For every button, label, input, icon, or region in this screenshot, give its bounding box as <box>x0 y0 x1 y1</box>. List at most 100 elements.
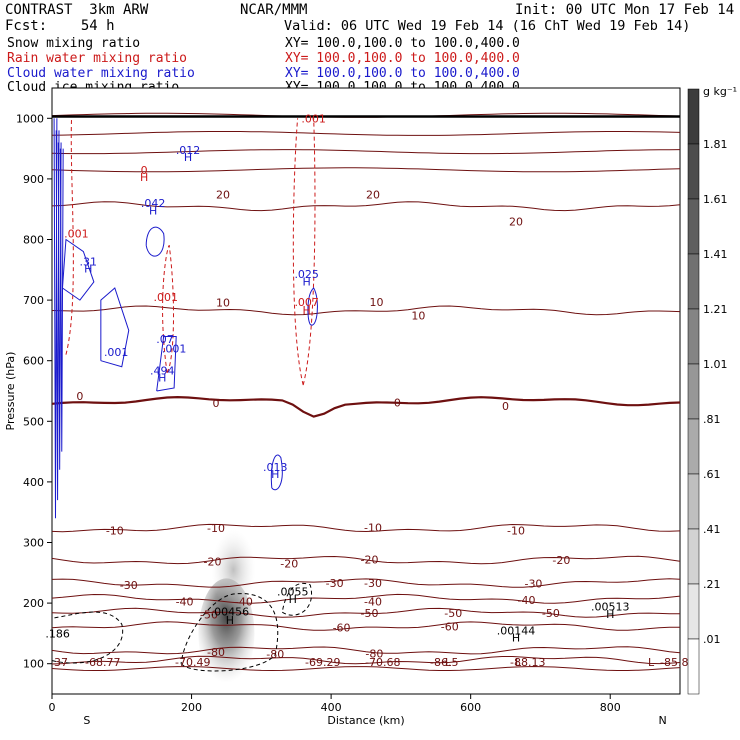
extremum-label-27: .001 <box>64 227 89 240</box>
contour-label-5: -50 <box>200 609 218 622</box>
center-name: NCAR/MMM <box>240 2 308 18</box>
y-tick-label-100: 100 <box>23 658 44 671</box>
colorbar-swatch-0 <box>687 88 700 145</box>
contour-label-16: -30 <box>524 578 542 591</box>
extremum-label-12: .494 <box>150 364 175 377</box>
colorbar-label-1: 1.61 <box>703 193 728 206</box>
contour-label-2: -80 <box>365 647 383 660</box>
top-label-3: -69.29 <box>305 656 340 669</box>
contour-line--30 <box>52 578 680 588</box>
top-label-1: -68.77 <box>85 656 120 669</box>
colorbar-label-7: .41 <box>703 523 721 536</box>
colorbar-swatch-8 <box>687 528 700 585</box>
field-snow-xy: XY= 100.0,100.0 to 100.0,400.0 <box>285 36 520 51</box>
extremum-label-4: H <box>512 632 520 645</box>
extremum-label-13: .07 <box>156 333 174 346</box>
contour-line--70 <box>52 655 680 665</box>
contour-label-28: 0 <box>502 400 509 413</box>
contour-label-8: -50 <box>542 607 560 620</box>
colorbar-swatch-10 <box>687 638 700 695</box>
colorbar-swatch-6 <box>687 418 700 475</box>
forecast-hour: Fcst: 54 h <box>5 18 115 34</box>
contour-label-24: -10 <box>507 524 525 537</box>
cloud-water-contour-left2 <box>100 287 130 368</box>
cloud-water-contour-left <box>61 238 95 301</box>
contour-label-3: -60 <box>333 621 351 634</box>
y-tick-label-1000: 1000 <box>16 112 44 125</box>
contour-label-23: -10 <box>364 521 382 534</box>
extremum-label-17: .31 <box>80 255 98 268</box>
extremum-label-7: .00513 <box>591 601 630 614</box>
cloud-water-contour-upper <box>270 454 283 491</box>
extremum-label-8: .186 <box>45 627 70 640</box>
contour-label-30: 10 <box>369 296 383 309</box>
y-axis-label: Pressure (hPa) <box>4 352 17 431</box>
extremum-label-16: H <box>84 263 92 276</box>
x-tick-label-400: 400 <box>321 701 342 714</box>
colorbar-swatch-1 <box>687 143 700 200</box>
extremum-label-1: .00456 <box>211 606 250 619</box>
top-label-5: L <box>445 656 452 669</box>
extremum-label-30: 0 <box>141 164 148 177</box>
contour-line--10 <box>52 523 680 533</box>
x-tick-label-800: 800 <box>600 701 621 714</box>
field-rain-label: Rain water mixing ratio <box>7 51 188 66</box>
colorbar-label-0: 1.81 <box>703 138 728 151</box>
top-label-7: L <box>648 656 655 669</box>
y-tick-label-200: 200 <box>23 597 44 610</box>
contour-label-22: -10 <box>207 522 225 535</box>
cloud-water-spike-3 <box>59 148 64 452</box>
valid-time: Valid: 06 UTC Wed 19 Feb 14 (16 ChT Wed … <box>284 18 691 34</box>
top-label-8: -86.5 <box>430 656 458 669</box>
extremum-label-21: .012 <box>176 144 201 157</box>
extremum-label-19: .042 <box>141 197 166 210</box>
y-tick-label-800: 800 <box>23 234 44 247</box>
contour-label-25: 0 <box>76 390 83 403</box>
contour-line--80 <box>52 646 680 655</box>
extremum-label-9: H <box>271 468 279 481</box>
cloud-ice-contour-main <box>180 593 279 672</box>
colorbar-swatch-4 <box>687 308 700 365</box>
rain-contour-edge <box>65 118 74 355</box>
colorbar-label-6: .61 <box>703 468 721 481</box>
cloud-water-contour-right <box>307 287 318 326</box>
colorbar-label-2: 1.41 <box>703 248 728 261</box>
contour-label-7: -50 <box>444 607 462 620</box>
x-tick-label-200: 200 <box>181 701 202 714</box>
contour-label-29: 10 <box>216 297 230 310</box>
y-tick-label-300: 300 <box>23 537 44 550</box>
contour-label-14: -30 <box>326 577 344 590</box>
y-tick-label-500: 500 <box>23 415 44 428</box>
y-tick-label-700: 700 <box>23 294 44 307</box>
rain-contour-left <box>162 245 175 374</box>
extremum-label-23: .025 <box>294 268 319 281</box>
extremum-label-14: .001 <box>162 343 187 356</box>
contour-label-33: 20 <box>366 189 380 202</box>
init-time: Init: 00 UTC Mon 17 Feb 14 <box>515 2 735 18</box>
cloud-ice-contour-left <box>52 611 124 664</box>
extremum-label-22: H <box>303 275 311 288</box>
extremum-label-0: H <box>226 614 234 627</box>
endpoint-north-label: N <box>658 714 666 727</box>
top-label-6: L <box>515 656 522 669</box>
colorbar-swatch-9 <box>687 583 700 640</box>
contour-label-13: -30 <box>120 579 138 592</box>
contour-label-1: -80 <box>266 648 284 661</box>
extremum-label-2: H <box>289 593 297 606</box>
extremum-label-26: .001 <box>153 291 178 304</box>
contour-label-10: -40 <box>235 595 253 608</box>
extremum-label-25: .007 <box>294 296 319 309</box>
y-tick-label-600: 600 <box>23 355 44 368</box>
extremum-label-3: .0055 <box>277 586 309 599</box>
extremum-label-11: H <box>158 372 166 385</box>
contour-line-lower-2 <box>52 131 680 136</box>
contour-label-19: -20 <box>361 553 379 566</box>
extremum-label-24: H <box>303 304 311 317</box>
contour-line--40 <box>52 593 680 604</box>
y-tick-label-400: 400 <box>23 476 44 489</box>
contour-line--50 <box>52 607 680 618</box>
snow-shading-tail <box>211 529 256 610</box>
contour-line--60 <box>52 621 680 631</box>
contour-line-top <box>52 665 680 672</box>
